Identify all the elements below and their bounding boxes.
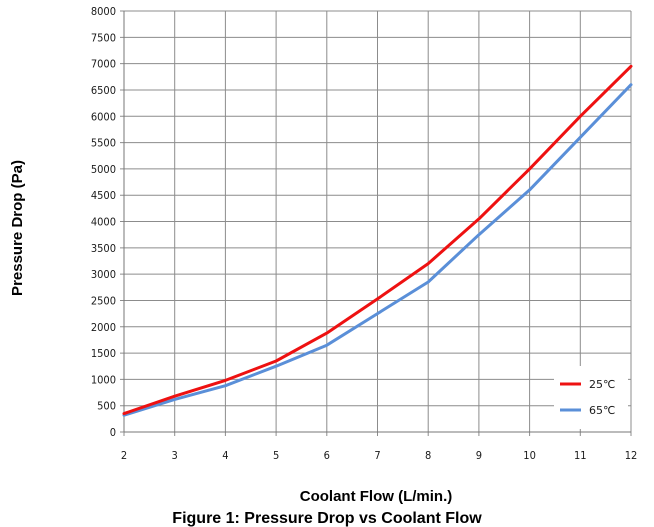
y-tick-label: 8000: [91, 5, 116, 18]
y-tick-label: 3000: [91, 268, 116, 281]
figure-caption: Figure 1: Pressure Drop vs Coolant Flow: [172, 510, 482, 527]
x-tick-label: 11: [574, 449, 587, 462]
y-tick-label: 3500: [91, 242, 116, 255]
legend: 25℃ 65℃: [554, 366, 628, 429]
x-tick-label: 8: [425, 449, 431, 462]
legend-label: 65℃: [589, 404, 615, 417]
y-tick-label: 7500: [91, 31, 116, 44]
x-tick-label: 6: [324, 449, 330, 462]
x-tick-label: 5: [273, 449, 279, 462]
legend-label: 25℃: [589, 378, 615, 391]
y-tick-label: 1000: [91, 373, 116, 386]
x-tick-label: 4: [222, 449, 228, 462]
y-tick-label: 5500: [91, 137, 116, 150]
y-tick-label: 4500: [91, 189, 116, 202]
x-tick-label: 3: [172, 449, 178, 462]
y-tick-label: 4000: [91, 216, 116, 229]
x-tick-label: 2: [121, 449, 127, 462]
series-line-25c: [122, 64, 633, 416]
series-lines: [122, 64, 633, 417]
x-axis-ticks: 2 3 4 5 6 7 8 9 10 11 12: [121, 449, 637, 462]
y-tick-label: 500: [97, 400, 116, 413]
y-tick-label: 5000: [91, 163, 116, 176]
y-tick-label: 2500: [91, 294, 116, 307]
grid-lines: [120, 10, 632, 436]
y-tick-label: 2000: [91, 321, 116, 334]
y-axis-title: Pressure Drop (Pa): [9, 160, 26, 296]
series-line-65c: [122, 83, 633, 417]
y-tick-label: 7000: [91, 58, 116, 71]
y-tick-label: 6000: [91, 110, 116, 123]
legend-box: [554, 366, 628, 429]
y-tick-label: 0: [110, 426, 116, 439]
y-tick-label: 6500: [91, 84, 116, 97]
x-tick-label: 12: [625, 449, 638, 462]
x-tick-label: 10: [523, 449, 536, 462]
y-tick-label: 1500: [91, 347, 116, 360]
x-tick-label: 7: [374, 449, 380, 462]
x-axis-title: Coolant Flow (L/min.): [300, 488, 452, 505]
y-axis-ticks: 0 500 1000 1500 2000 2500 3000 3500 4000 4500 5000…: [91, 5, 116, 439]
x-tick-label: 9: [476, 449, 482, 462]
